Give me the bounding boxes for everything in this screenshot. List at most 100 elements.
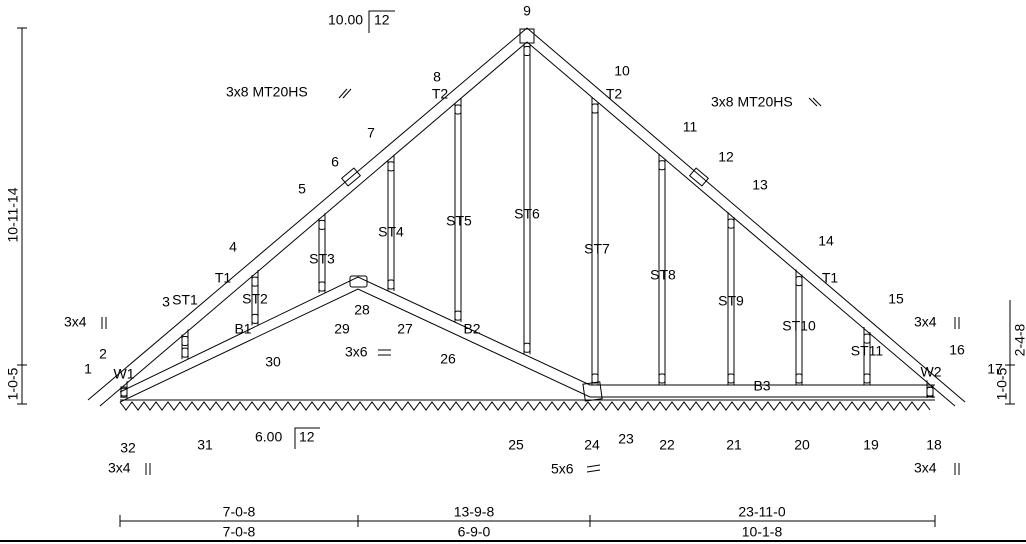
plate [864, 374, 870, 383]
joint-number: 9 [523, 3, 531, 19]
joint-number: 20 [794, 437, 810, 453]
plate [728, 374, 734, 383]
plate [592, 104, 598, 113]
plate [319, 282, 325, 291]
joint-number: 10 [614, 63, 630, 79]
joint-number: 6 [331, 154, 339, 170]
plate [388, 162, 394, 171]
joint-number: 32 [120, 440, 136, 456]
joint-number: 16 [949, 342, 965, 358]
member-label: T1 [215, 270, 232, 286]
member-label: W1 [114, 366, 135, 382]
joint-number: 25 [508, 437, 524, 453]
plate-label: 3x4 [64, 314, 87, 330]
member-label: ST10 [782, 318, 816, 334]
plate [252, 277, 258, 286]
joint-number: 22 [659, 437, 675, 453]
member-label: ST2 [242, 291, 268, 307]
joint-number: 23 [618, 431, 634, 447]
joint-number: 8 [433, 69, 441, 85]
joint-number: 3 [162, 294, 170, 310]
truss-diagram: 10.00 12 6.00 12 12345678910111213141516… [0, 0, 1026, 544]
plate-label: 3x6 [345, 344, 368, 360]
member-label: T2 [606, 86, 623, 102]
member-label: ST8 [650, 267, 676, 283]
member-label: ST6 [514, 206, 540, 222]
member-label: T2 [432, 86, 449, 102]
slope-base: 12 [299, 429, 315, 445]
joint-number: 1 [84, 361, 92, 377]
joint-number: 26 [440, 351, 456, 367]
dim-segment: 6-9-0 [458, 524, 491, 540]
joint-number: 28 [354, 302, 370, 318]
dim-height: 10-11-14 [5, 187, 21, 242]
joint-number: 27 [397, 321, 413, 337]
plate [455, 105, 461, 114]
plate-label: 3x8 MT20HS [711, 94, 793, 110]
slope-pitch: 10.00 [328, 12, 363, 28]
plate [927, 387, 933, 396]
joint-number: 21 [726, 437, 742, 453]
member-label: ST1 [172, 292, 198, 308]
member-label: T1 [822, 270, 839, 286]
dim-segment: 7-0-8 [223, 524, 256, 540]
joint-number: 11 [683, 119, 698, 135]
dim-cumulative: 7-0-8 [223, 504, 256, 520]
member-label: B1 [234, 321, 251, 337]
plate [319, 220, 325, 229]
member-label: ST5 [446, 213, 472, 229]
plate [659, 161, 665, 170]
plate-label: 3x4 [914, 314, 937, 330]
dim-cumulative: 23-11-0 [738, 504, 785, 520]
plate [796, 374, 802, 383]
member-label: ST9 [718, 293, 744, 309]
joint-number: 19 [863, 437, 879, 453]
joint-number: 29 [334, 321, 350, 337]
joint-number: 18 [926, 437, 942, 453]
joint-number: 7 [367, 125, 375, 141]
plate [592, 374, 598, 383]
plate [524, 47, 530, 56]
member-label: ST4 [378, 224, 404, 240]
plate-label: 3x4 [914, 460, 937, 476]
joint-number: 2 [99, 346, 107, 362]
joint-number: 12 [718, 149, 734, 165]
joint-number: 4 [229, 239, 237, 255]
plate-label: 5x6 [551, 461, 574, 477]
joint-number: 24 [584, 437, 600, 453]
plate [520, 29, 534, 43]
member-label: B2 [463, 321, 480, 337]
joint-number: 5 [298, 181, 306, 197]
page: {"slopes":{"top":{"pitch":"10.00","base"… [0, 0, 1026, 544]
member-label: W2 [921, 364, 942, 380]
plate [455, 311, 461, 320]
plate [182, 336, 188, 345]
plate [388, 280, 394, 289]
slope-pitch: 6.00 [255, 429, 282, 445]
member-label: ST11 [851, 343, 884, 359]
dim-heel: 1-0-5 [5, 367, 21, 400]
dim-segment: 10-1-8 [742, 524, 783, 540]
sheathing [120, 402, 930, 410]
plate [659, 374, 665, 383]
dim-cumulative: 13-9-8 [454, 504, 495, 520]
slope-base: 12 [374, 12, 390, 28]
plate [796, 277, 802, 286]
plate [927, 387, 933, 396]
dim-partial: 2-4-8 [1012, 323, 1026, 356]
member-label: ST3 [309, 251, 335, 267]
member-label: B3 [753, 378, 770, 394]
plate [252, 314, 258, 323]
joint-number: 30 [265, 354, 281, 370]
plate-label: 3x4 [108, 460, 131, 476]
member-label: ST7 [584, 241, 610, 257]
plate [524, 343, 530, 352]
joint-number: 15 [888, 291, 904, 307]
joint-number: 31 [197, 437, 213, 453]
joint-number: 13 [752, 177, 768, 193]
joint-number: 14 [818, 233, 834, 249]
plate-label: 3x8 MT20HS [226, 84, 308, 100]
plate [728, 219, 734, 228]
dim-heel: 1-0-5 [994, 367, 1010, 400]
plate [182, 348, 188, 357]
